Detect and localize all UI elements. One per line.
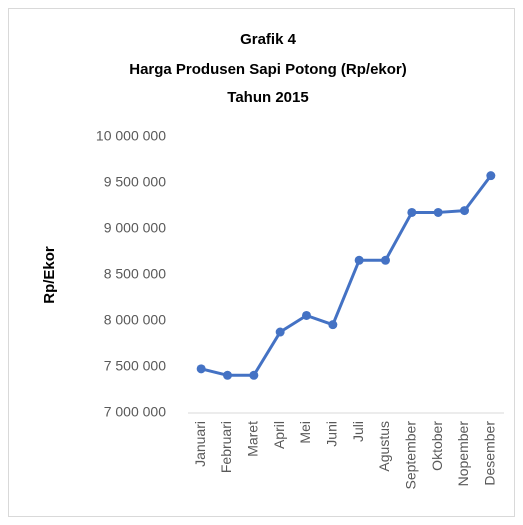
marker — [196, 364, 206, 374]
marker — [223, 370, 232, 380]
marker — [433, 207, 443, 217]
y-tick-label: 10 000 000 — [96, 128, 166, 144]
x-tick-label: Mei — [297, 421, 313, 444]
x-tick-label: Januari — [192, 421, 208, 467]
marker — [328, 320, 338, 330]
y-tick-label: 8 500 000 — [104, 266, 166, 282]
y-tick-label: 9 500 000 — [104, 174, 166, 190]
x-tick-label: Juni — [324, 421, 340, 447]
y-tick-label: 8 000 000 — [104, 312, 166, 328]
marker — [275, 327, 285, 337]
chart-title: Grafik 4 — [240, 31, 297, 48]
marker — [460, 206, 469, 216]
marker — [407, 207, 417, 217]
y-tick-label: 7 500 000 — [104, 358, 166, 374]
y-tick-label: 7 000 000 — [104, 404, 166, 420]
x-tick-label: Desember — [482, 421, 498, 486]
x-tick-label: Oktober — [429, 421, 445, 471]
marker — [302, 310, 311, 320]
x-tick-label: April — [271, 421, 287, 449]
marker — [249, 370, 259, 380]
marker — [486, 171, 496, 181]
x-tick-label: Februari — [218, 421, 234, 473]
y-tick-label: 9 000 000 — [104, 220, 166, 236]
marker — [354, 255, 364, 265]
marker — [381, 255, 390, 265]
x-tick-label: Nopember — [455, 421, 471, 487]
x-tick-label: September — [403, 421, 419, 490]
x-tick-label: Agustus — [376, 421, 392, 472]
chart-border — [8, 8, 515, 517]
chart-title: Harga Produsen Sapi Potong (Rp/ekor) — [129, 61, 407, 78]
x-tick-label: Maret — [245, 421, 261, 457]
y-axis-label: Rp/Ekor — [41, 246, 58, 304]
x-tick-label: Juli — [350, 421, 366, 442]
chart-title: Tahun 2015 — [227, 89, 308, 106]
